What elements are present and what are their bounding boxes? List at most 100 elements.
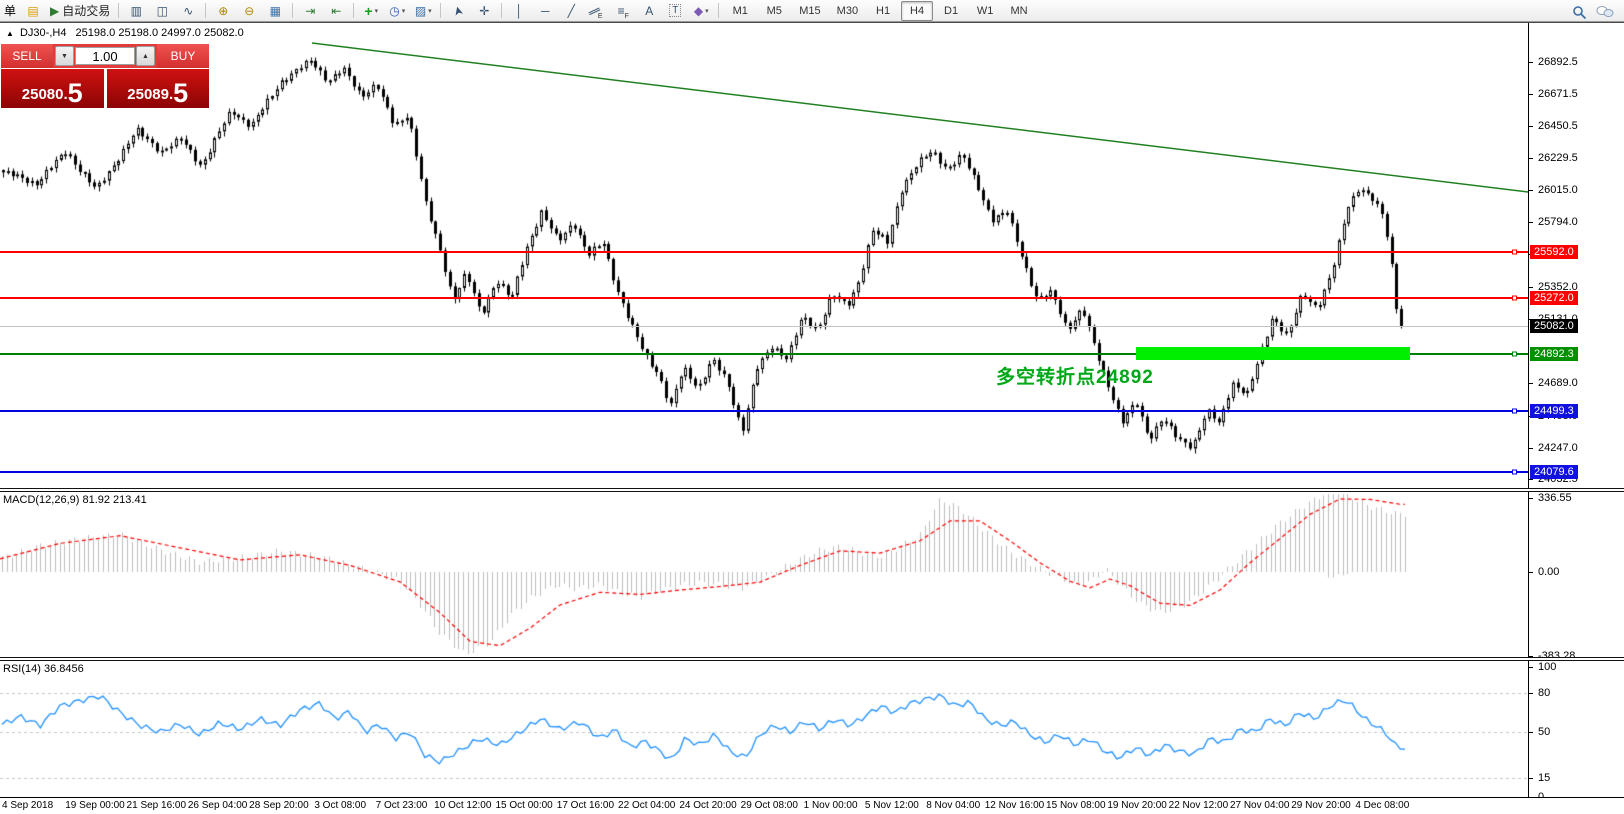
time-tick-label: 17 Oct 16:00 xyxy=(556,800,615,811)
vertical-line-icon[interactable]: │ xyxy=(515,3,524,18)
symbol-ohlc: 25198.0 25198.0 24997.0 25082.0 xyxy=(75,27,244,39)
price-tick-label: 0.00 xyxy=(1538,566,1560,578)
price-tick-label: 50 xyxy=(1538,726,1551,738)
volume-increase-button[interactable]: ▲ xyxy=(136,46,155,66)
axis-tick-mark xyxy=(1529,287,1533,288)
time-tick-label: 10 Oct 12:00 xyxy=(434,800,492,811)
axis-tick-mark xyxy=(1529,498,1533,499)
chat-icon[interactable] xyxy=(1593,2,1617,22)
buy-price-big-digit: 5 xyxy=(173,78,189,108)
support-line-blue-2[interactable] xyxy=(0,471,1529,473)
dropdown-arrow-icon[interactable]: ▾ xyxy=(705,7,709,15)
trendline-icon[interactable]: ╱ xyxy=(567,3,575,18)
resistance-line-2-handle[interactable] xyxy=(1512,295,1517,301)
axis-tick-mark xyxy=(1529,190,1533,191)
sell-price-button[interactable]: 25080. 5 xyxy=(1,69,104,108)
tf-h1[interactable]: H1 xyxy=(876,4,891,17)
volume-input[interactable] xyxy=(75,47,135,65)
crosshair-icon[interactable]: ✛ xyxy=(479,3,490,18)
tile-windows-icon[interactable]: ▦ xyxy=(269,3,281,18)
zoom-out-icon[interactable]: ⊖ xyxy=(244,3,255,18)
support-line-green-handle[interactable] xyxy=(1512,351,1517,357)
price-axis[interactable]: 26892.5 26671.5 26450.5 26229.5 26015.0 25794… xyxy=(1529,23,1624,803)
axis-tick-mark xyxy=(1529,94,1533,95)
time-axis[interactable]: 4 Sep 2018 19 Sep 00:00 21 Sep 16:00 26 Sep… xyxy=(0,798,1624,814)
axis-tick-mark xyxy=(1529,656,1533,657)
menu-text[interactable]: 单 xyxy=(4,4,17,18)
sell-button[interactable]: SELL xyxy=(1,44,53,68)
current-price-line-price-label: 25082.0 xyxy=(1530,319,1578,333)
axis-tick-mark xyxy=(1529,572,1533,573)
axis-tick-mark xyxy=(1529,62,1533,63)
support-line-green[interactable] xyxy=(0,353,1529,355)
support-line-blue-1[interactable] xyxy=(0,410,1529,412)
trade-panel-prices: 25080. 5 25089. 5 xyxy=(1,69,209,108)
autotrade-icon[interactable]: ▶ 自动交易 xyxy=(50,3,111,19)
candlestick-chart-icon[interactable]: ◫ xyxy=(156,3,168,18)
chart-shift-icon[interactable]: ⇥ xyxy=(305,3,316,18)
resistance-line-2[interactable] xyxy=(0,297,1529,299)
tf-m5[interactable]: M5 xyxy=(766,4,782,17)
label-icon[interactable]: T xyxy=(663,1,687,21)
auto-scroll-icon[interactable]: ⇤ xyxy=(331,3,342,18)
time-tick-label: 27 Nov 04:00 xyxy=(1229,800,1290,811)
tf-mn[interactable]: MN xyxy=(1010,4,1028,17)
panel-separator-macd[interactable] xyxy=(0,488,1624,492)
search-icon[interactable] xyxy=(1567,2,1591,22)
tf-h4[interactable]: H4 xyxy=(901,0,934,21)
tf-d1[interactable]: D1 xyxy=(944,4,959,17)
price-tick-label: 26015.0 xyxy=(1538,184,1578,196)
buy-button[interactable]: BUY xyxy=(157,44,209,68)
new-order-icon[interactable]: ▤ xyxy=(27,3,39,18)
shapes-icon[interactable]: ◆ ▾ xyxy=(693,3,709,18)
support-line-blue-1-price-label: 24499.3 xyxy=(1530,404,1578,418)
price-tick-label: 24247.0 xyxy=(1538,442,1578,454)
resistance-line-1-handle[interactable] xyxy=(1512,249,1517,255)
time-axis-line xyxy=(0,797,1624,798)
period-icon[interactable]: ◷ ▾ xyxy=(389,3,406,18)
time-tick-label: 29 Nov 20:00 xyxy=(1291,800,1351,811)
time-tick-label: 3 Oct 08:00 xyxy=(314,800,367,811)
tf-m15[interactable]: M15 xyxy=(799,4,821,17)
resistance-line-1[interactable] xyxy=(0,251,1529,253)
price-axis-line xyxy=(1528,23,1529,798)
channel-icon[interactable]: ∥ E xyxy=(587,4,603,20)
time-tick-label: 22 Oct 04:00 xyxy=(618,800,676,811)
template-icon[interactable]: ▨ ▾ xyxy=(414,3,432,18)
tf-m30[interactable]: M30 xyxy=(836,4,859,17)
cursor-icon[interactable]: ➤ xyxy=(450,3,467,18)
panel-separator-rsi[interactable] xyxy=(0,657,1624,661)
toolbar-separator xyxy=(118,3,120,18)
dropdown-arrow-icon[interactable]: ▾ xyxy=(401,7,406,15)
buy-price-button[interactable]: 25089. 5 xyxy=(106,69,209,108)
rsi-panel-canvas[interactable] xyxy=(0,661,1529,797)
bar-chart-icon[interactable]: ▥ xyxy=(130,3,142,18)
time-tick-label: 26 Sep 04:00 xyxy=(187,800,248,811)
macd-panel-canvas[interactable] xyxy=(0,493,1529,656)
axis-tick-mark xyxy=(1529,479,1533,480)
descending-trendline[interactable] xyxy=(311,42,1529,193)
time-tick-label: 8 Nov 04:00 xyxy=(926,800,981,811)
horizontal-line-icon[interactable]: ─ xyxy=(541,3,550,18)
line-chart-icon[interactable]: ∿ xyxy=(183,3,194,18)
dropdown-arrow-icon[interactable]: ▾ xyxy=(428,7,432,15)
trade-panel-row: SELL ▼ ▲ BUY xyxy=(1,44,209,68)
support-line-blue-1-handle[interactable] xyxy=(1512,408,1517,414)
resistance-line-1-price-label: 25592.0 xyxy=(1530,245,1578,259)
fibonacci-icon[interactable]: ≡ F xyxy=(617,3,629,20)
time-tick-label: 4 Sep 2018 xyxy=(2,800,54,811)
current-price-line[interactable] xyxy=(0,326,1529,327)
chart-annotation-text[interactable]: 多空转折点24892 xyxy=(996,367,1154,388)
zoom-in-icon[interactable]: ⊕ xyxy=(218,3,229,18)
volume-decrease-button[interactable]: ▼ xyxy=(55,46,74,66)
axis-tick-mark xyxy=(1529,693,1533,694)
text-icon[interactable]: A xyxy=(645,3,654,18)
dropdown-arrow-icon[interactable]: ▾ xyxy=(374,7,379,15)
tf-m1[interactable]: M1 xyxy=(732,4,748,17)
add-indicator-icon[interactable]: + ▾ xyxy=(364,2,379,19)
price-tick-label: 25794.0 xyxy=(1538,216,1578,228)
support-zone-highlight[interactable] xyxy=(1136,347,1410,360)
sell-price-main: 25080. xyxy=(21,86,68,103)
tf-w1[interactable]: W1 xyxy=(976,4,994,17)
support-line-blue-2-handle[interactable] xyxy=(1512,469,1517,475)
